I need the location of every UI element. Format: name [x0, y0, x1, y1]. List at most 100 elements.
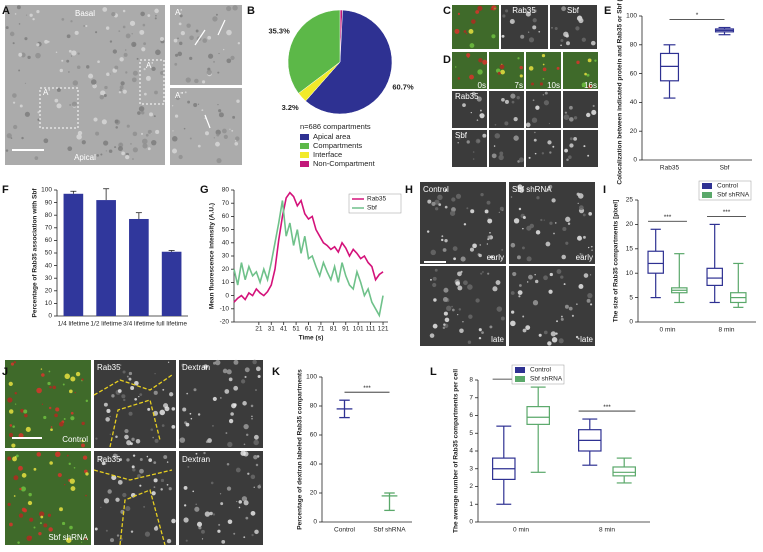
image-blob [163, 455, 168, 459]
image-blob [432, 276, 437, 281]
image-blob [62, 383, 65, 386]
image-blob [174, 62, 178, 66]
image-background [5, 451, 91, 545]
y-tick-label: 0 [225, 292, 229, 299]
image-blob [471, 19, 476, 24]
image-blob [519, 74, 523, 78]
image-blob [103, 140, 109, 146]
image-blob [8, 409, 14, 414]
image-blob [527, 31, 530, 33]
image-blob [81, 439, 84, 443]
image-blob [114, 65, 119, 70]
image-blob [498, 154, 504, 161]
image-background [550, 5, 597, 49]
image-blob [153, 115, 156, 118]
image-blob [463, 223, 467, 226]
image-blob [430, 278, 432, 281]
image-label: Sbf shRNA [512, 185, 552, 194]
legend-swatch [300, 143, 309, 149]
image-blob [494, 123, 497, 126]
image-label: Control [423, 185, 449, 194]
image-blob [528, 156, 531, 159]
image-blob [564, 111, 568, 114]
image-blob [429, 333, 435, 338]
image-blob [592, 104, 595, 108]
image-blob [109, 433, 112, 436]
micrograph [170, 5, 242, 85]
image-blob [591, 109, 597, 115]
image-blob [235, 467, 241, 473]
image-blob [495, 280, 501, 285]
image-blob [122, 370, 126, 374]
image-blob [63, 417, 66, 420]
image-blob [69, 478, 75, 484]
image-blob [458, 137, 461, 140]
image-background [452, 91, 487, 128]
image-blob [244, 367, 250, 373]
image-blob [43, 138, 49, 144]
image-blob [510, 242, 516, 248]
micrograph [94, 451, 176, 545]
image-blob [208, 53, 214, 59]
image-blob [174, 114, 179, 118]
image-blob [24, 413, 28, 418]
image-blob [13, 495, 16, 497]
image-blob [457, 285, 463, 291]
image-blob [225, 432, 228, 434]
image-blob [499, 206, 504, 211]
image-blob [57, 472, 62, 478]
image-blob [24, 111, 30, 117]
bar [63, 193, 84, 316]
image-blob [522, 246, 525, 250]
image-blob [568, 155, 572, 159]
y-tick-label: 40 [222, 240, 230, 247]
image-blob [43, 523, 48, 528]
image-background [94, 451, 176, 545]
image-blob [519, 65, 523, 70]
image-blob [29, 517, 34, 522]
image-blob [567, 222, 571, 226]
image-blob [151, 491, 156, 496]
image-blob [84, 537, 88, 540]
image-blob [97, 60, 100, 64]
image-blob [510, 291, 515, 295]
image-blob [253, 439, 259, 446]
image-blob [119, 88, 123, 92]
image-blob [437, 194, 443, 201]
box-plot [526, 386, 550, 473]
image-blob [183, 485, 188, 490]
image-blob [55, 451, 61, 457]
image-blob [212, 425, 214, 427]
image-blob [85, 399, 89, 403]
image-blob [103, 498, 110, 504]
image-blob [207, 438, 212, 443]
image-blob [535, 230, 541, 235]
image-blob [18, 52, 23, 57]
image-blob [179, 437, 186, 443]
x-tick-label: 81 [330, 326, 338, 333]
image-blob [233, 403, 237, 407]
image-blob [534, 273, 536, 276]
image-label: Basal [75, 9, 95, 18]
image-blob [66, 454, 69, 457]
image-blob [103, 93, 107, 98]
image-blob [549, 272, 553, 277]
image-blob [189, 35, 194, 41]
image-blob [69, 389, 73, 394]
y-axis-label: Percentage of Rab35 association with Sbf [32, 188, 39, 318]
image-blob [566, 41, 570, 46]
image-blob [44, 39, 49, 44]
image-blob [132, 454, 136, 457]
image-blob [99, 94, 105, 100]
micrograph [5, 451, 91, 545]
y-tick-label: 20 [630, 128, 638, 135]
image-blob [52, 385, 57, 390]
box [706, 267, 723, 287]
image-blob [479, 114, 481, 116]
image-blob [86, 65, 90, 69]
image-blob [106, 408, 111, 413]
image-blob [432, 323, 438, 329]
image-blob [174, 53, 179, 57]
image-blob [252, 359, 257, 365]
image-blob [475, 298, 480, 303]
